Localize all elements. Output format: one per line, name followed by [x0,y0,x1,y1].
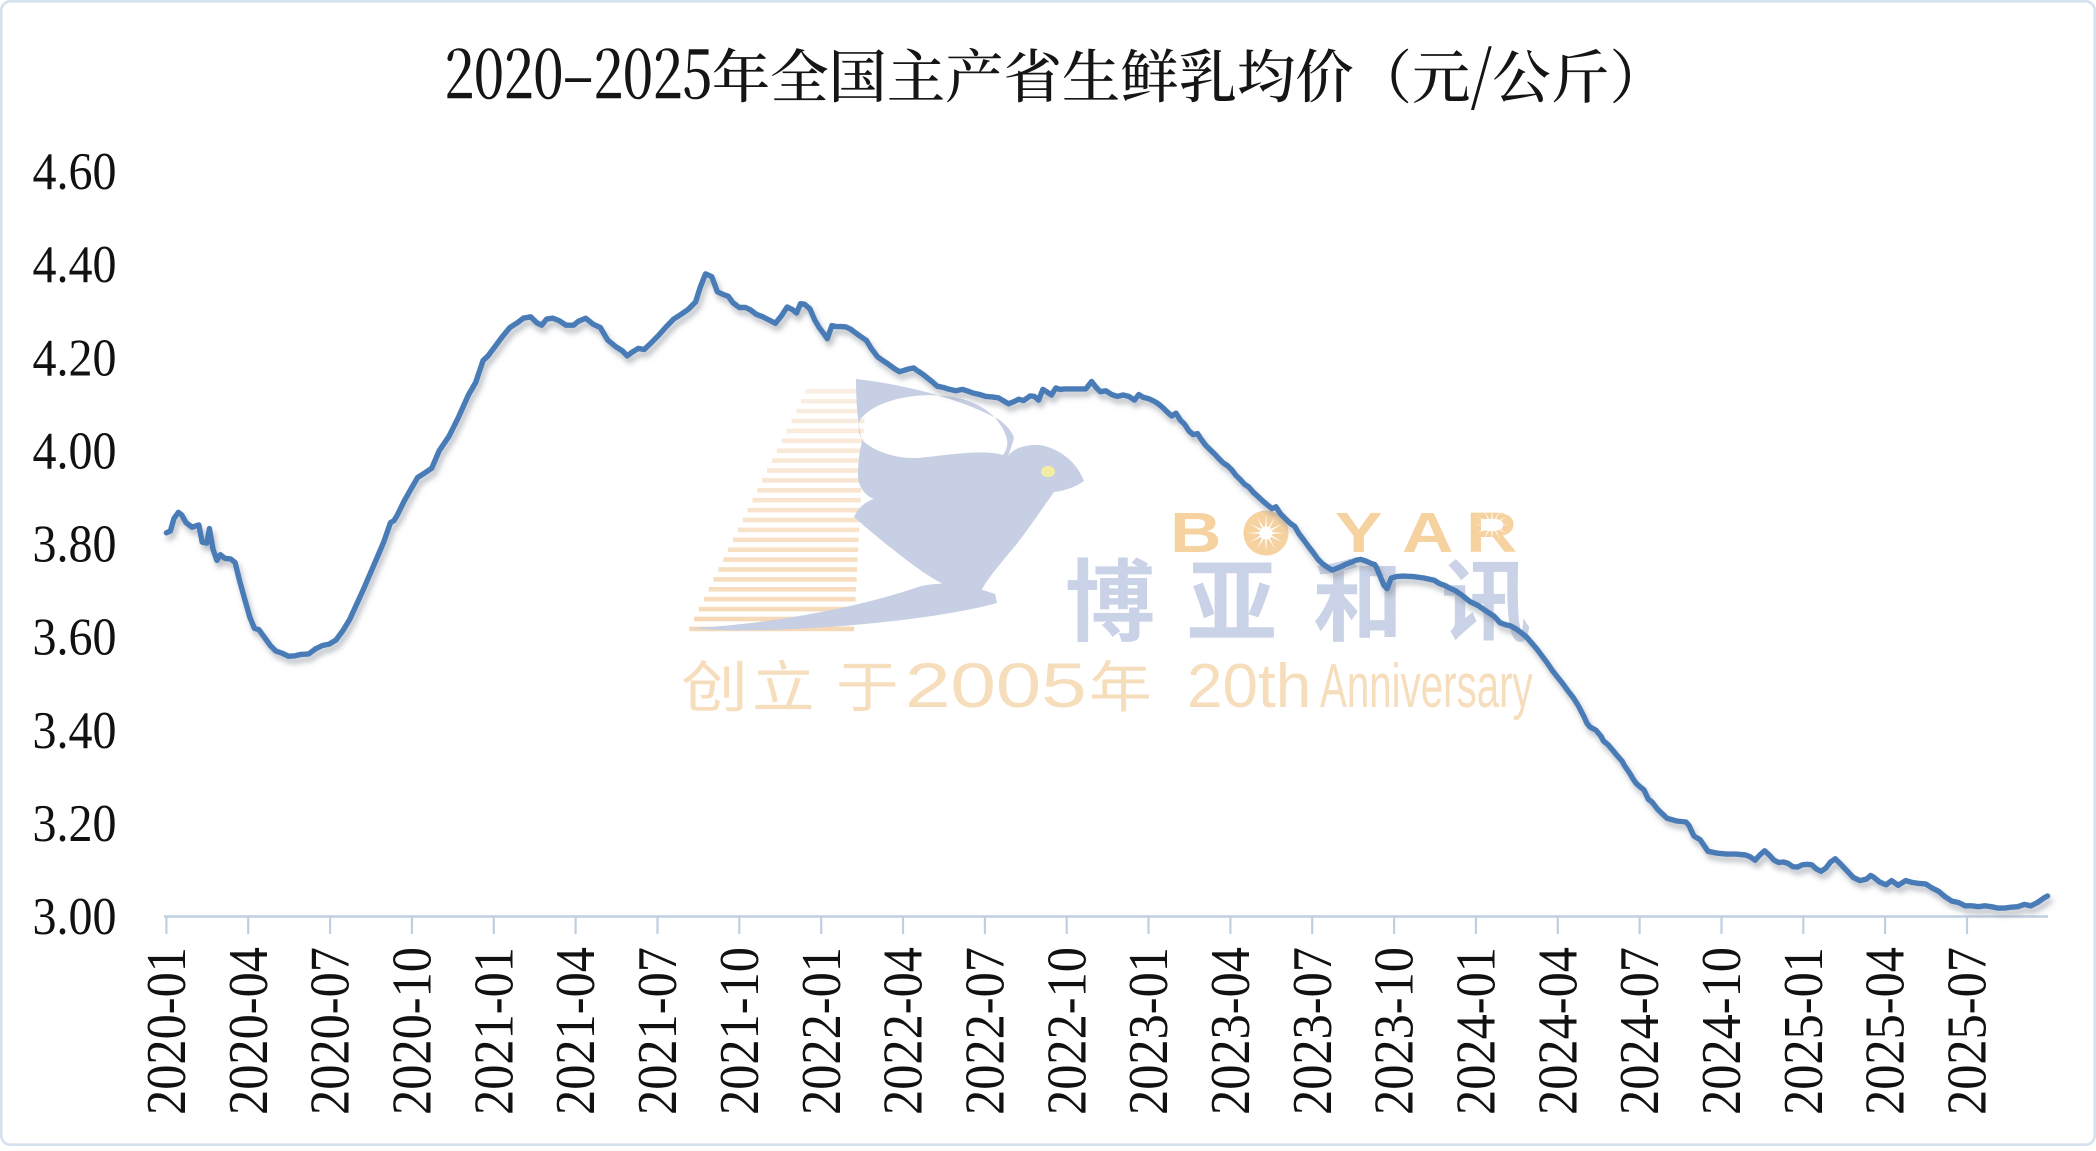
svg-text:A: A [1402,501,1453,565]
svg-text:2022-10: 2022-10 [1036,947,1098,1115]
svg-text:2023-01: 2023-01 [1118,947,1180,1115]
svg-text:3.20: 3.20 [33,795,117,853]
svg-text:2023-04: 2023-04 [1200,947,1262,1115]
svg-text:Anniversary: Anniversary [1320,652,1533,721]
svg-text:2021-10: 2021-10 [709,947,771,1115]
svg-text:2021-07: 2021-07 [627,947,689,1115]
svg-text:4.40: 4.40 [33,236,117,294]
svg-text:Y: Y [1335,501,1383,565]
svg-text:2024-10: 2024-10 [1691,947,1753,1115]
svg-text:2023-07: 2023-07 [1282,947,1344,1115]
svg-text:3.00: 3.00 [33,888,117,946]
svg-text:2025-04: 2025-04 [1855,947,1917,1115]
svg-text:2024-04: 2024-04 [1527,947,1589,1115]
svg-text:2022-07: 2022-07 [955,947,1017,1115]
svg-text:0: 0 [950,651,996,721]
svg-text:2025-01: 2025-01 [1773,947,1835,1115]
svg-text:4.60: 4.60 [33,143,117,201]
svg-text:2020-10: 2020-10 [382,947,444,1115]
svg-text:0: 0 [996,651,1042,721]
svg-text:2023-10: 2023-10 [1364,947,1426,1115]
svg-text:3.60: 3.60 [33,609,117,667]
svg-text:2021-01: 2021-01 [463,947,525,1115]
svg-text:4.20: 4.20 [33,329,117,387]
svg-text:2: 2 [905,651,951,721]
svg-text:B: B [1170,501,1221,565]
svg-text:2020-07: 2020-07 [300,947,362,1115]
svg-text:2025-07: 2025-07 [1937,947,1999,1115]
svg-text:2021-04: 2021-04 [545,947,607,1115]
svg-text:2022-01: 2022-01 [791,947,853,1115]
svg-text:3.40: 3.40 [33,702,117,760]
svg-text:5: 5 [1041,651,1087,721]
svg-text:2022-04: 2022-04 [873,947,935,1115]
svg-text:2020-04: 2020-04 [218,947,280,1115]
svg-text:3.80: 3.80 [33,516,117,574]
svg-text:2024-07: 2024-07 [1609,947,1671,1115]
svg-text:20th: 20th [1187,652,1311,721]
svg-text:2020-01: 2020-01 [136,947,198,1115]
svg-text:2024-01: 2024-01 [1446,947,1508,1115]
svg-text:4.00: 4.00 [33,423,117,481]
